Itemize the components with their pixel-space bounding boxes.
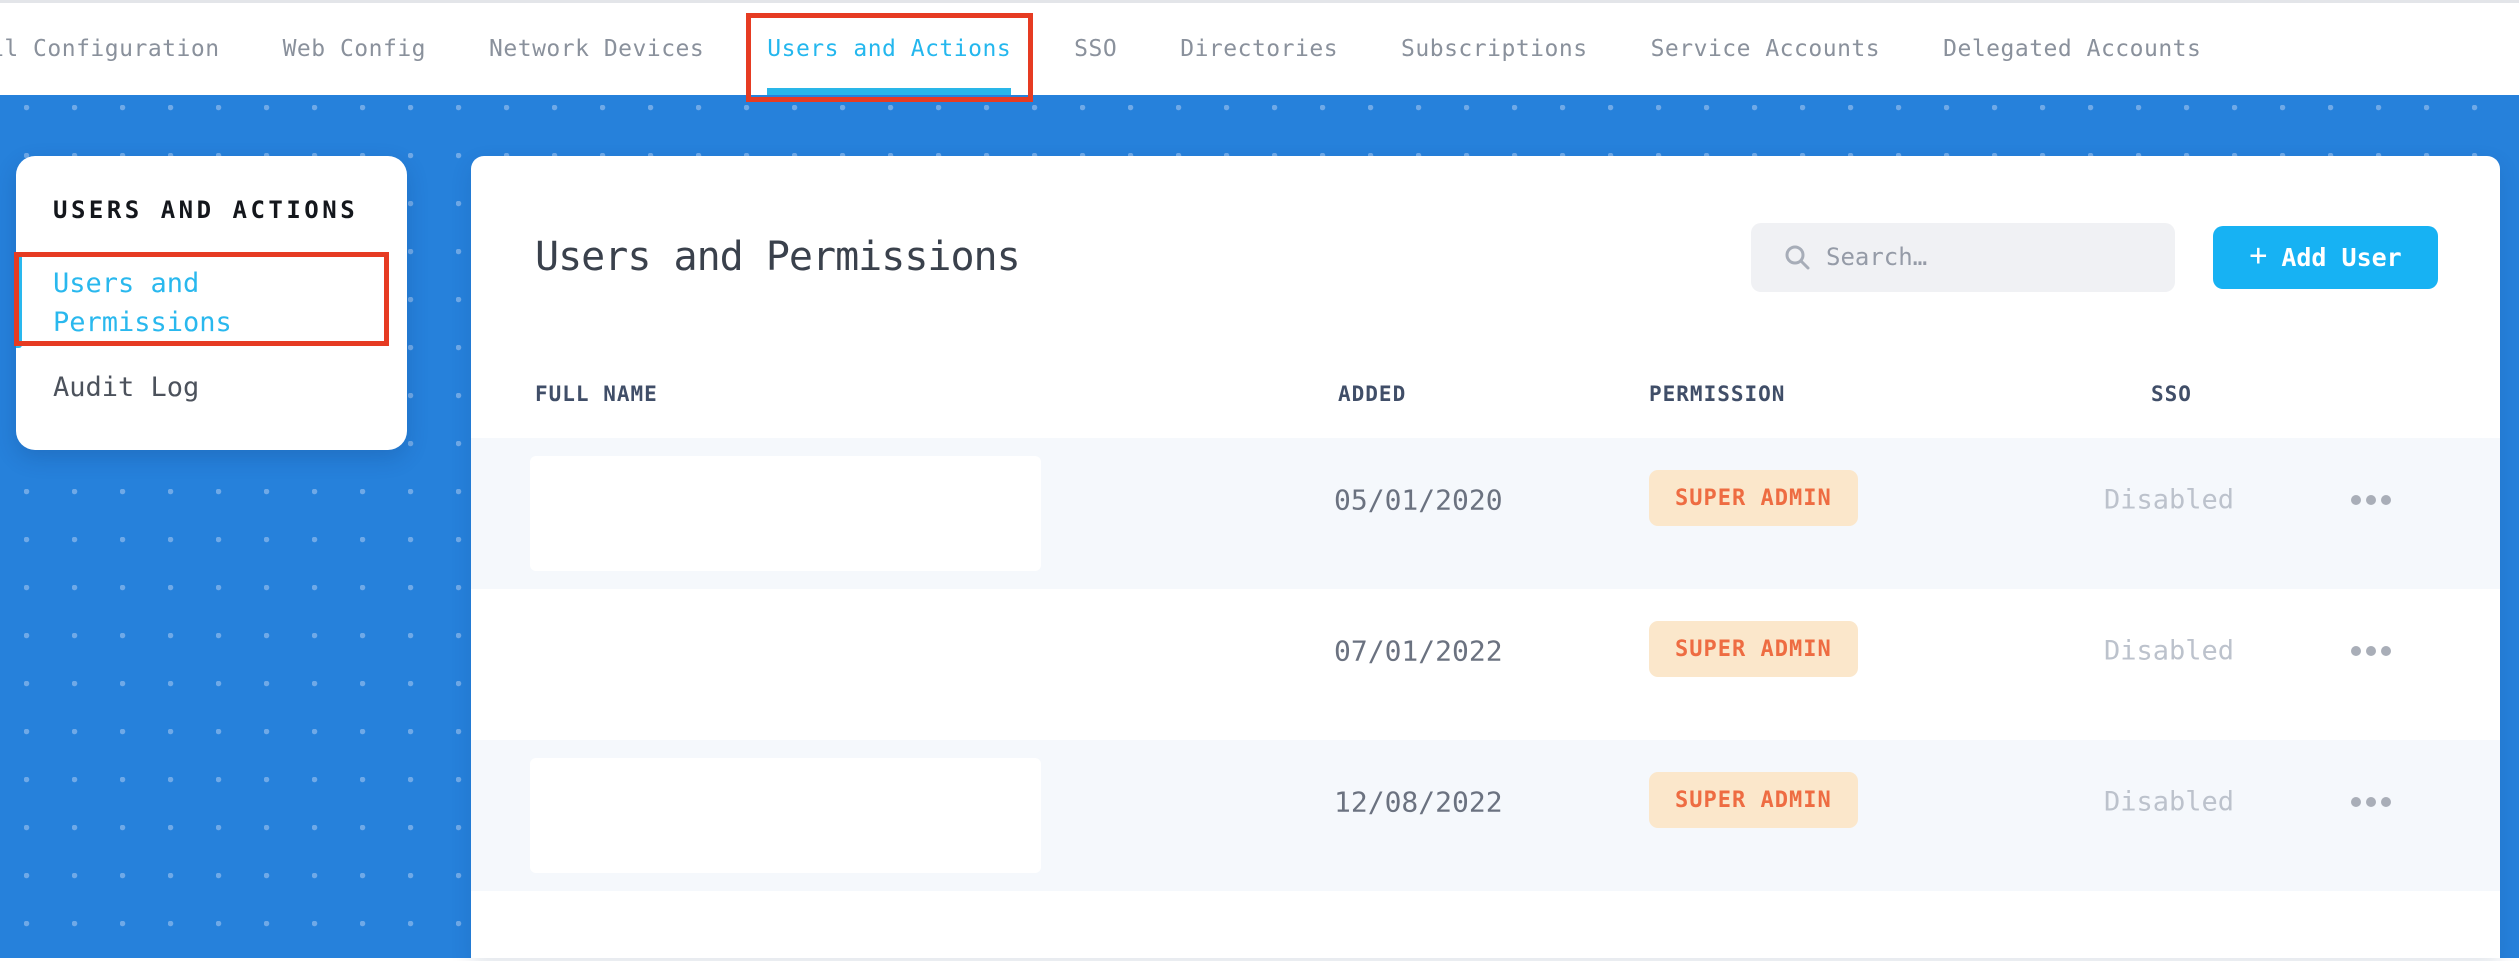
row-actions-menu-button[interactable] <box>2349 791 2393 813</box>
added-date: 05/01/2020 <box>1334 483 1503 517</box>
sso-status: Disabled <box>2104 786 2235 818</box>
add-user-button-label: Add User <box>2281 242 2402 272</box>
settings-tab-bar: il Configuration Web Config Network Devi… <box>0 0 2519 102</box>
active-item-indicator-bar <box>16 252 22 348</box>
table-row: 05/01/2020 SUPER ADMIN Disabled <box>471 438 2500 589</box>
redacted-full-name <box>530 456 1041 571</box>
permission-badge: SUPER ADMIN <box>1649 772 1858 828</box>
row-actions-menu-button[interactable] <box>2349 489 2393 511</box>
sidebar-title: USERS AND ACTIONS <box>53 196 359 224</box>
table-header-row: FULL NAME ADDED PERMISSION SSO <box>471 382 2500 412</box>
plus-icon: + <box>2249 237 2268 273</box>
sso-status: Disabled <box>2104 635 2235 667</box>
tab-web-config[interactable]: Web Config <box>282 36 427 62</box>
redacted-full-name <box>530 758 1041 873</box>
users-permissions-panel: Users and Permissions + Add User FULL NA… <box>471 156 2500 958</box>
sso-status: Disabled <box>2104 484 2235 516</box>
workspace-background: USERS AND ACTIONS Users and Permissions … <box>0 95 2519 958</box>
column-header-full-name: FULL NAME <box>535 382 658 406</box>
search-box[interactable] <box>1751 222 2175 292</box>
active-tab-underline <box>767 88 1012 97</box>
table-row: 12/08/2022 SUPER ADMIN Disabled <box>471 740 2500 891</box>
tab-subscriptions[interactable]: Subscriptions <box>1401 36 1588 62</box>
tab-network-devices[interactable]: Network Devices <box>489 36 705 62</box>
permission-badge: SUPER ADMIN <box>1649 621 1858 677</box>
tab-sso[interactable]: SSO <box>1074 36 1118 62</box>
search-icon <box>1785 245 1810 270</box>
search-input[interactable] <box>1826 243 2155 271</box>
tab-users-and-actions[interactable]: Users and Actions <box>746 3 1034 102</box>
column-header-added: ADDED <box>1338 382 1407 406</box>
permission-badge: SUPER ADMIN <box>1649 470 1858 526</box>
tab-directories[interactable]: Directories <box>1180 36 1339 62</box>
table-row: 07/01/2022 SUPER ADMIN Disabled <box>471 589 2500 740</box>
tab-users-and-actions-label: Users and Actions <box>767 36 1012 62</box>
tab-delegated-accounts[interactable]: Delegated Accounts <box>1943 36 2202 62</box>
column-header-permission: PERMISSION <box>1649 382 1786 406</box>
row-actions-menu-button[interactable] <box>2349 640 2393 662</box>
page-title: Users and Permissions <box>535 234 1021 280</box>
sidebar-card: USERS AND ACTIONS Users and Permissions … <box>14 156 407 450</box>
tab-service-accounts[interactable]: Service Accounts <box>1650 36 1881 62</box>
sidebar-item-audit-log[interactable]: Audit Log <box>53 372 200 403</box>
added-date: 12/08/2022 <box>1334 785 1503 819</box>
users-table: 05/01/2020 SUPER ADMIN Disabled 07/01/20… <box>471 438 2500 958</box>
add-user-button[interactable]: + Add User <box>2213 225 2438 289</box>
panel-header: Users and Permissions + Add User <box>535 222 2438 292</box>
sidebar-item-users-and-permissions[interactable]: Users and Permissions <box>53 268 232 338</box>
table-row <box>471 891 2500 958</box>
column-header-sso: SSO <box>2151 382 2192 406</box>
tab-email-configuration[interactable]: il Configuration <box>0 36 220 62</box>
added-date: 07/01/2022 <box>1334 634 1503 668</box>
